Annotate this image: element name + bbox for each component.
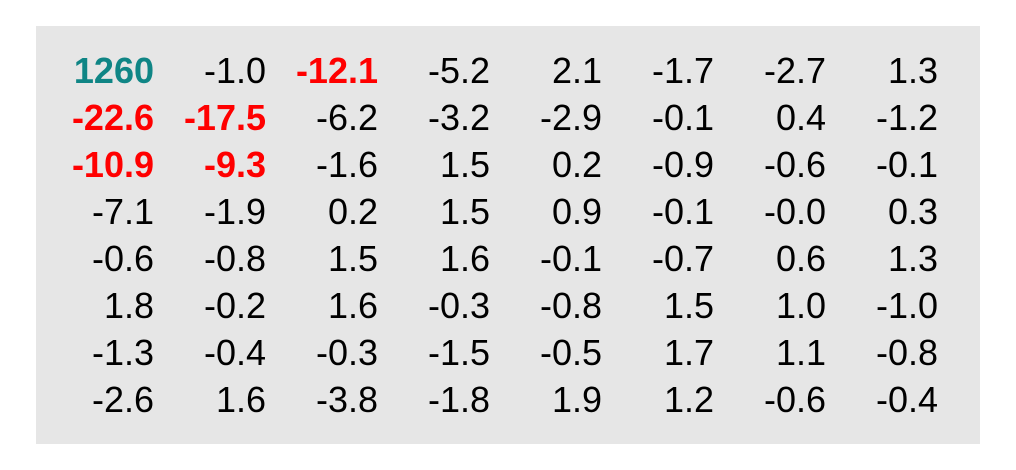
matrix-cell: -2.9	[539, 97, 602, 138]
matrix-row: -22.6 -17.5 -6.2 -3.2 -2.9 -0.1 0.4 -1.2	[48, 94, 938, 141]
matrix-cell: 1.6	[215, 379, 266, 420]
matrix-cell: -0.6	[763, 379, 826, 420]
matrix-cell: -6.2	[315, 97, 378, 138]
matrix-cell: 1.5	[663, 285, 714, 326]
matrix-cell: 1.2	[663, 379, 714, 420]
matrix-row: -0.6 -0.8 1.5 1.6 -0.1 -0.7 0.6 1.3	[48, 235, 938, 282]
matrix-cell: 1.5	[439, 191, 490, 232]
matrix-cell: -12.1	[295, 50, 378, 91]
matrix-row: -10.9 -9.3 -1.6 1.5 0.2 -0.9 -0.6 -0.1	[48, 141, 938, 188]
matrix-cell: 2.1	[551, 50, 602, 91]
matrix-cell: 0.9	[551, 191, 602, 232]
matrix-cell: -0.8	[539, 285, 602, 326]
matrix-cell: -1.0	[875, 285, 938, 326]
matrix-cell: -1.6	[315, 144, 378, 185]
matrix-cell: 1.3	[887, 50, 938, 91]
matrix-cell: -3.8	[315, 379, 378, 420]
matrix-cell: -0.6	[91, 238, 154, 279]
matrix-cell: -0.1	[875, 144, 938, 185]
matrix-cell: -7.1	[91, 191, 154, 232]
matrix-row: -2.6 1.6 -3.8 -1.8 1.9 1.2 -0.6 -0.4	[48, 376, 938, 423]
matrix-row: -7.1 -1.9 0.2 1.5 0.9 -0.1 -0.0 0.3	[48, 188, 938, 235]
matrix-cell: -0.1	[651, 191, 714, 232]
matrix-cell: 1.9	[551, 379, 602, 420]
matrix-cell: -17.5	[183, 97, 266, 138]
matrix-cell: 1.6	[327, 285, 378, 326]
matrix-cell: -5.2	[427, 50, 490, 91]
matrix-cell: 0.2	[551, 144, 602, 185]
matrix-cell: -1.9	[203, 191, 266, 232]
matrix-cell: 1.3	[887, 238, 938, 279]
matrix-cell: -9.3	[203, 144, 266, 185]
matrix-cell: -0.8	[203, 238, 266, 279]
matrix-cell: -0.4	[203, 332, 266, 373]
matrix-cell: 0.4	[775, 97, 826, 138]
matrix-cell: -22.6	[71, 97, 154, 138]
matrix-cell: -1.0	[203, 50, 266, 91]
matrix-cell: 0.2	[327, 191, 378, 232]
matrix-cell: 1.7	[663, 332, 714, 373]
matrix-cell: 1.1	[775, 332, 826, 373]
matrix-cell: 1.5	[327, 238, 378, 279]
matrix-body: 1260 -1.0 -12.1 -5.2 2.1 -1.7 -2.7 1.3 -22.6 -17.…	[48, 47, 938, 423]
coefficient-matrix: 1260 -1.0 -12.1 -5.2 2.1 -1.7 -2.7 1.3 -22.6 -17.…	[48, 47, 938, 423]
matrix-row: 1.8 -0.2 1.6 -0.3 -0.8 1.5 1.0 -1.0	[48, 282, 938, 329]
matrix-cell: 1.6	[439, 238, 490, 279]
matrix-panel: 1260 -1.0 -12.1 -5.2 2.1 -1.7 -2.7 1.3 -22.6 -17.…	[36, 26, 980, 444]
matrix-cell: -1.7	[651, 50, 714, 91]
matrix-cell: -0.9	[651, 144, 714, 185]
matrix-cell: -0.3	[315, 332, 378, 373]
matrix-cell: -0.4	[875, 379, 938, 420]
matrix-cell: -3.2	[427, 97, 490, 138]
matrix-cell: -0.3	[427, 285, 490, 326]
matrix-cell: -0.0	[763, 191, 826, 232]
matrix-cell: 1.0	[775, 285, 826, 326]
matrix-cell: 1.8	[103, 285, 154, 326]
matrix-cell: 1.5	[439, 144, 490, 185]
matrix-cell: 1260	[73, 50, 154, 91]
matrix-cell: -0.1	[651, 97, 714, 138]
matrix-cell: -1.8	[427, 379, 490, 420]
matrix-cell: -0.8	[875, 332, 938, 373]
matrix-cell: -0.5	[539, 332, 602, 373]
matrix-cell: -2.6	[91, 379, 154, 420]
matrix-cell: -0.7	[651, 238, 714, 279]
matrix-row: 1260 -1.0 -12.1 -5.2 2.1 -1.7 -2.7 1.3	[48, 47, 938, 94]
matrix-cell: -1.2	[875, 97, 938, 138]
matrix-row: -1.3 -0.4 -0.3 -1.5 -0.5 1.7 1.1 -0.8	[48, 329, 938, 376]
matrix-cell: 0.3	[887, 191, 938, 232]
matrix-cell: -1.5	[427, 332, 490, 373]
matrix-cell: -0.6	[763, 144, 826, 185]
matrix-cell: -0.1	[539, 238, 602, 279]
matrix-cell: -2.7	[763, 50, 826, 91]
matrix-cell: -10.9	[71, 144, 154, 185]
matrix-cell: 0.6	[775, 238, 826, 279]
matrix-cell: -1.3	[91, 332, 154, 373]
matrix-cell: -0.2	[203, 285, 266, 326]
